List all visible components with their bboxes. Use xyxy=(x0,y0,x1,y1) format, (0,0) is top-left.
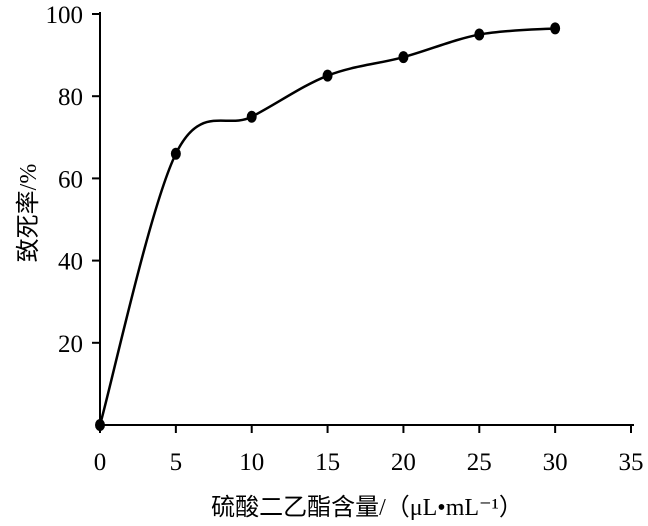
data-point xyxy=(550,22,561,35)
data-points xyxy=(95,22,561,431)
y-tick-label: 40 xyxy=(58,249,83,276)
y-tick-label: 100 xyxy=(46,2,84,29)
data-point xyxy=(246,110,257,123)
data-point xyxy=(322,69,333,82)
x-tick-label: 0 xyxy=(94,449,107,476)
x-tick-label: 5 xyxy=(170,449,183,476)
x-tick-label: 30 xyxy=(543,449,568,476)
x-tick-label: 20 xyxy=(391,449,416,476)
y-tick-label: 80 xyxy=(58,84,83,111)
y-tick-label: 20 xyxy=(58,331,83,358)
data-point xyxy=(474,28,485,41)
data-point xyxy=(95,419,105,431)
series-line xyxy=(98,27,556,426)
x-ticks: 0 5 10 15 20 25 30 35 xyxy=(94,425,644,476)
y-axis-title: 致死率/% xyxy=(15,164,42,263)
x-tick-label: 15 xyxy=(315,449,340,476)
x-axis-title: 硫酸二乙酯含量/（μL•mL⁻¹） xyxy=(211,494,523,521)
x-tick-label: 25 xyxy=(467,449,492,476)
data-point xyxy=(170,147,181,160)
x-tick-label: 10 xyxy=(239,449,264,476)
y-tick-label: 60 xyxy=(58,166,83,193)
y-ticks: 20 40 60 80 100 xyxy=(46,2,100,358)
x-tick-label: 35 xyxy=(619,449,644,476)
data-point xyxy=(398,51,409,64)
